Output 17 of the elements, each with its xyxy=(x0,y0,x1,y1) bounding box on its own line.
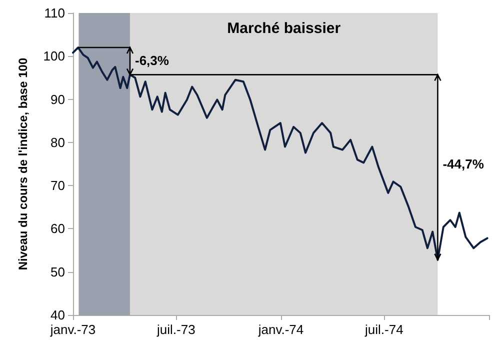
y-tick-label: 60 xyxy=(50,221,65,236)
x-tick-label: janv.-73 xyxy=(49,322,96,337)
y-tick-label: 80 xyxy=(50,134,65,150)
line-series xyxy=(72,46,488,261)
annotation: -6,3% xyxy=(134,52,170,68)
y-tick-label: 110 xyxy=(44,6,65,20)
annotation: -44,7% xyxy=(442,156,484,172)
x-tick-label: juil.-73 xyxy=(156,322,196,337)
band-label: Marché baissier xyxy=(227,20,341,37)
y-tick-label: 50 xyxy=(50,264,65,280)
y-tick-label: 100 xyxy=(43,48,65,64)
y-axis-title: Niveau du cours de l'indice, base 100 xyxy=(16,58,30,270)
y-tick-label: 70 xyxy=(50,178,65,194)
x-tick-label: janv.-74 xyxy=(257,322,304,337)
x-tick-label: juil.-74 xyxy=(364,322,404,337)
y-tick-label: 90 xyxy=(50,92,65,107)
y-tick-label: 40 xyxy=(50,308,65,322)
